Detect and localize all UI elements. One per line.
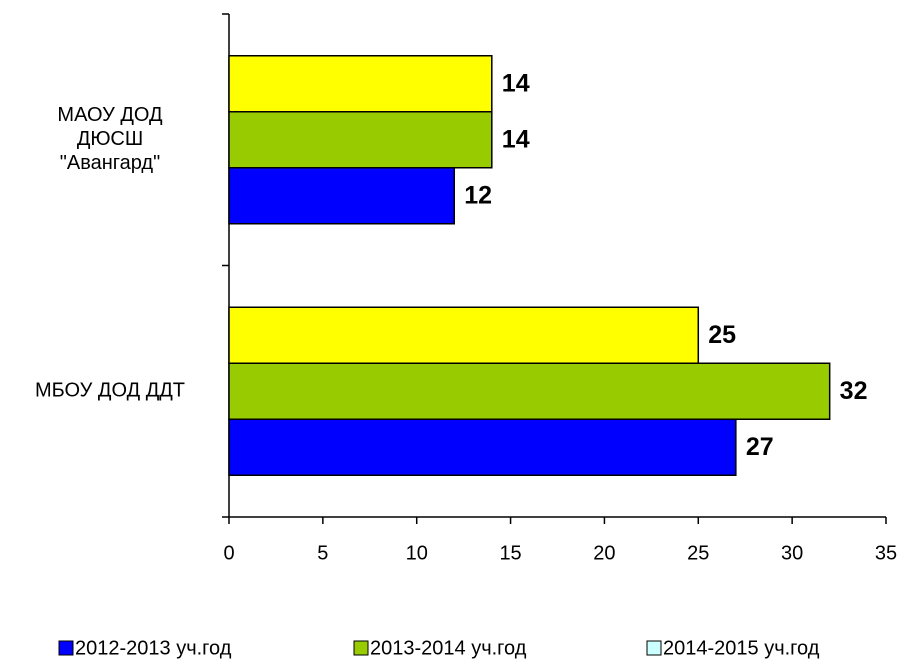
x-tick-label: 30 bbox=[781, 542, 803, 564]
value-label: 14 bbox=[502, 125, 530, 153]
value-label: 32 bbox=[840, 377, 868, 405]
x-tick-label: 35 bbox=[875, 542, 897, 564]
legend-swatch bbox=[646, 640, 662, 656]
bar bbox=[228, 418, 737, 476]
value-label: 27 bbox=[746, 433, 774, 461]
legend-label: 2012-2013 уч.год bbox=[75, 637, 232, 659]
bar bbox=[228, 306, 700, 364]
bar bbox=[228, 55, 493, 113]
legend-swatch bbox=[353, 640, 369, 656]
legend-swatch bbox=[58, 640, 74, 656]
legend-label: 2013-2014 уч.год bbox=[370, 637, 527, 659]
x-tick-label: 15 bbox=[499, 542, 521, 564]
bar bbox=[228, 111, 493, 169]
legend-label: 2014-2015 уч.год bbox=[663, 637, 820, 659]
bar bbox=[228, 167, 456, 225]
value-label: 12 bbox=[464, 181, 492, 209]
y-tick-label: МБОУ ДОД ДДТ bbox=[35, 380, 185, 402]
x-tick-label: 25 bbox=[687, 542, 709, 564]
x-tick-label: 10 bbox=[406, 542, 428, 564]
y-tick-label: МАОУ ДОД ДЮСШ "Авангард" bbox=[57, 104, 163, 174]
x-tick-label: 0 bbox=[223, 542, 234, 564]
bar bbox=[228, 362, 831, 420]
value-label: 25 bbox=[708, 321, 736, 349]
x-tick-label: 5 bbox=[317, 542, 328, 564]
x-tick-label: 20 bbox=[593, 542, 615, 564]
value-label: 14 bbox=[502, 69, 530, 97]
